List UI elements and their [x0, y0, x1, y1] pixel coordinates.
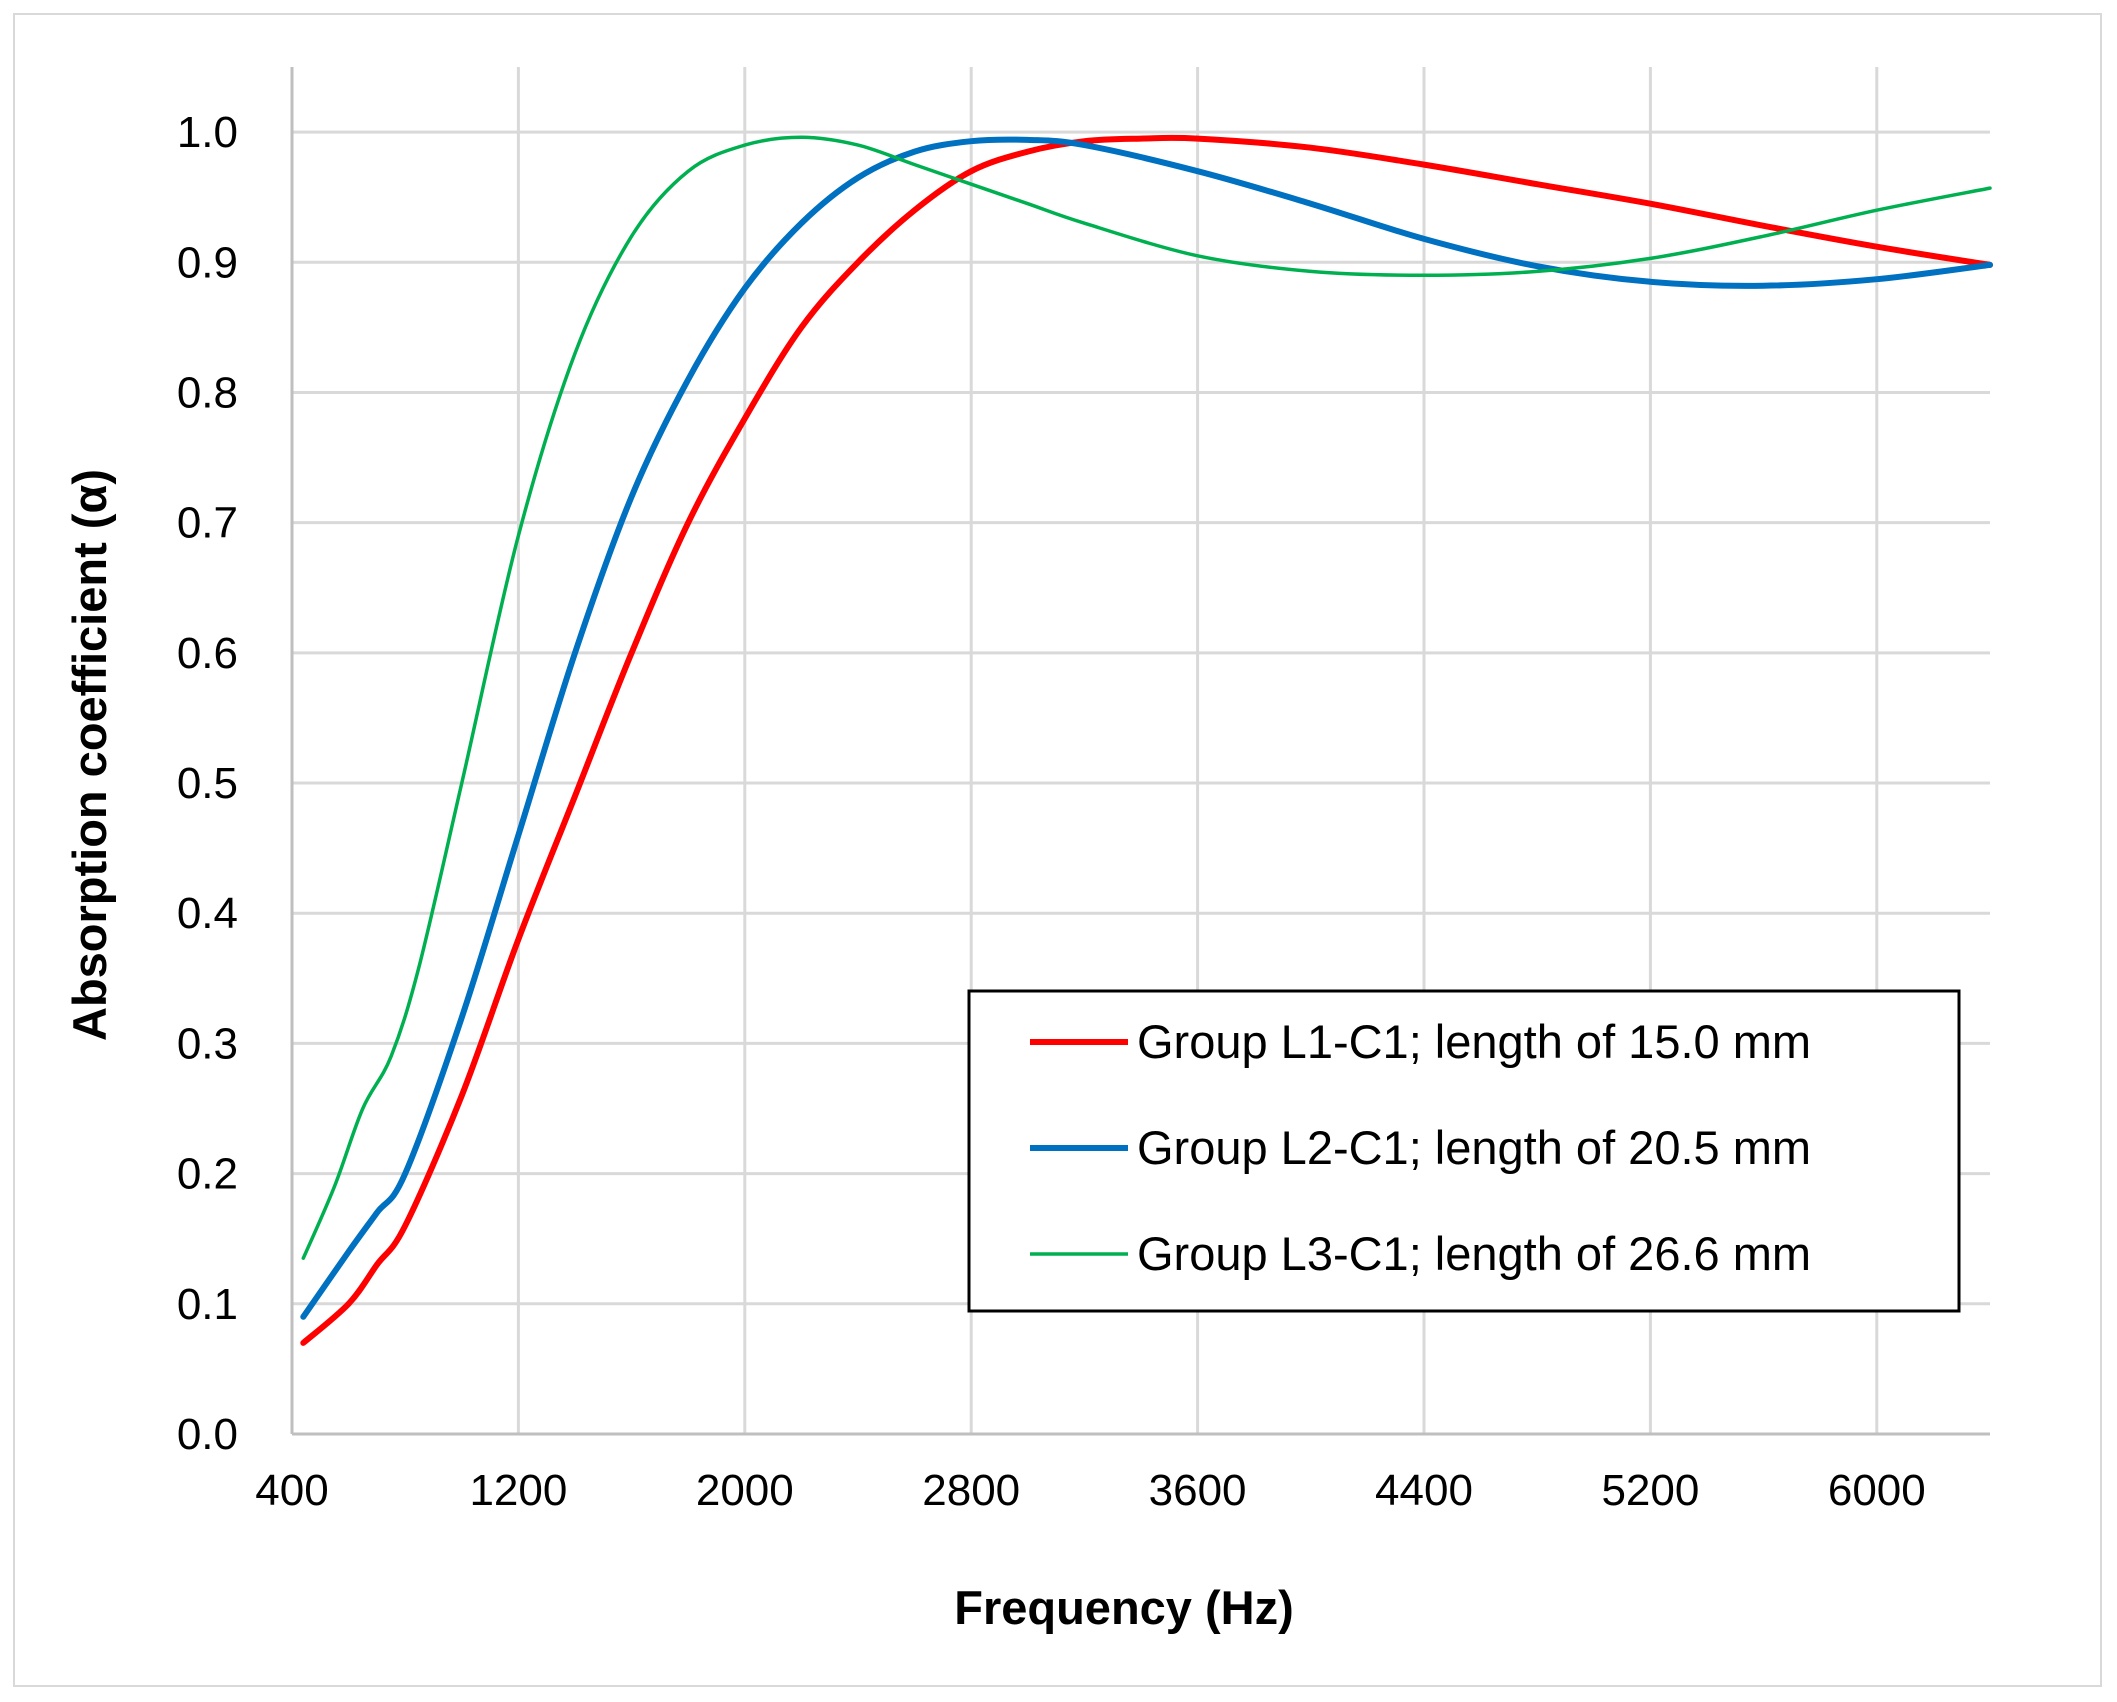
y-tick-label: 1.0: [177, 108, 238, 157]
y-tick-label: 0.5: [177, 759, 238, 808]
y-tick-label: 0.2: [177, 1150, 238, 1199]
y-tick-label: 0.7: [177, 499, 238, 548]
axes: [290, 67, 1990, 1436]
x-axis-title: Frequency (Hz): [954, 1581, 1294, 1634]
y-tick-label: 0.1: [177, 1280, 238, 1329]
series-line-l1-c1: [300, 134, 1993, 1346]
y-tick-label: 0.4: [177, 889, 238, 938]
legend-label: Group L2-C1; length of 20.5 mm: [1137, 1121, 1811, 1174]
x-tick-label: 4400: [1375, 1466, 1473, 1515]
x-tick-label: 2000: [696, 1466, 794, 1515]
y-tick-label: 0.8: [177, 368, 238, 417]
legend: Group L1-C1; length of 15.0 mm Group L2-C…: [967, 989, 1961, 1313]
legend-box: [967, 989, 1961, 1313]
chart-area: [13, 13, 2102, 1687]
x-tick-label: 1200: [469, 1466, 567, 1515]
x-tick-label: 400: [255, 1466, 328, 1515]
y-tick-labels: 0.0 0.1 0.2 0.3 0.4 0.5 0.6 0.7 0.8 0.9 1.0: [177, 108, 238, 1459]
x-tick-label: 5200: [1601, 1466, 1699, 1515]
y-tick-label: 0.0: [177, 1410, 238, 1459]
y-tick-label: 0.3: [177, 1019, 238, 1068]
x-tick-label: 2800: [922, 1466, 1020, 1515]
x-tick-label: 6000: [1828, 1466, 1926, 1515]
series-lines: [300, 134, 1993, 1346]
series-line-l2-c1: [300, 136, 1993, 1320]
y-tick-label: 0.9: [177, 238, 238, 287]
x-tick-label: 3600: [1149, 1466, 1247, 1515]
y-tick-label: 0.6: [177, 629, 238, 678]
legend-label: Group L1-C1; length of 15.0 mm: [1137, 1015, 1811, 1068]
x-tick-labels: 400 1200 2000 2800 3600 4400 5200 6000: [255, 1466, 1925, 1515]
series-line-l3-c1: [301, 135, 1992, 1260]
y-axis-title: Absorption coefficient (α): [63, 469, 116, 1041]
legend-label: Group L3-C1; length of 26.6 mm: [1137, 1227, 1811, 1280]
